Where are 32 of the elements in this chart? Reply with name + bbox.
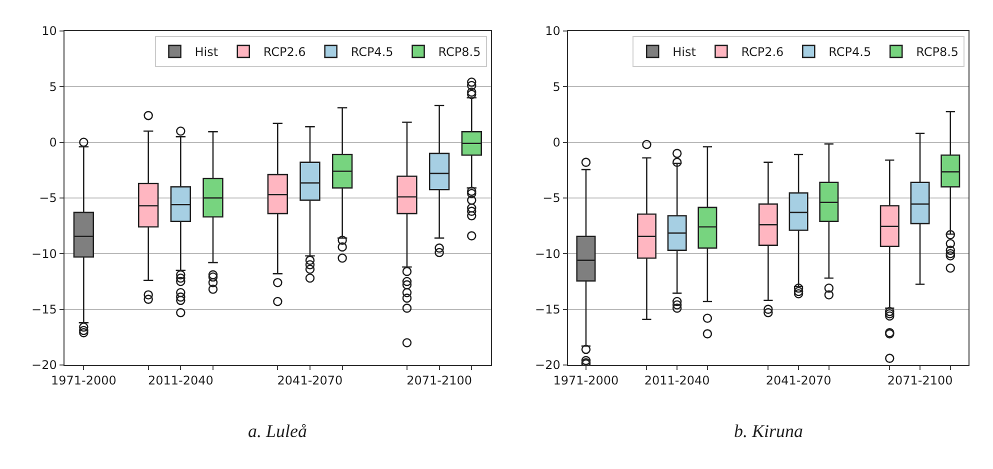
y-tick-label: 10 [42, 24, 57, 38]
y-tick-label: −15 [535, 302, 560, 317]
y-tick-label: −15 [32, 302, 57, 317]
y-tick-label: −20 [32, 358, 57, 372]
legend-label: RCP4.5 [350, 45, 394, 60]
x-tick-label: 1971-2000 [50, 373, 116, 388]
y-tick-label: 10 [545, 24, 560, 38]
legend-label: RCP2.6 [263, 45, 306, 60]
legend-label: Hist [194, 45, 218, 60]
legend-label: RCP4.5 [828, 45, 872, 60]
x-tick-label: 2071-2100 [406, 373, 472, 388]
y-tick-label: 5 [49, 80, 57, 94]
x-tick-label: 2041-2070 [766, 373, 832, 388]
y-tick-label: −5 [39, 191, 57, 206]
y-tick-label: −10 [535, 246, 560, 261]
legend-label: Hist [672, 45, 696, 60]
x-tick-label: 2011-2040 [644, 373, 710, 388]
x-tick-label: 2011-2040 [148, 373, 214, 388]
x-tick-label: 2071-2100 [887, 373, 953, 388]
legend-label: RCP8.5 [916, 45, 959, 60]
x-tick-label: 1971-2000 [553, 373, 619, 388]
text: b. Kiruna [734, 421, 804, 441]
y-tick-label: 0 [49, 135, 57, 150]
y-tick-label: 5 [552, 80, 560, 94]
legend-label: RCP2.6 [741, 45, 784, 60]
y-tick-label: 0 [552, 135, 560, 150]
y-tick-label: −20 [535, 358, 560, 372]
y-tick-label: −10 [32, 246, 57, 261]
legend-label: RCP8.5 [438, 45, 481, 60]
text: a. Luleå [248, 421, 308, 441]
x-tick-label: 2041-2070 [277, 373, 343, 388]
y-tick-label: −5 [542, 191, 560, 206]
